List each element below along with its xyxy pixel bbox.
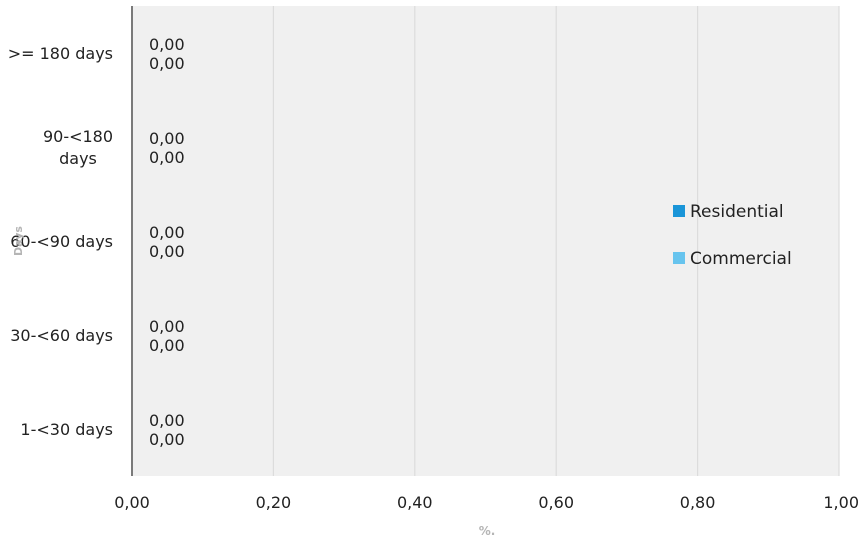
y-axis-title: Days	[12, 226, 25, 256]
x-axis-title: %.	[479, 524, 496, 538]
data-label: 0,00	[149, 148, 185, 167]
data-label: 0,00	[149, 317, 185, 336]
y-category-label: >= 180 days	[8, 44, 113, 63]
y-category-label: 30-<60 days	[10, 326, 113, 345]
y-category-label: 90-<180 days	[43, 127, 113, 168]
x-axis-ticks: 0,00 0,20 0,40 0,60 0,80 1,00	[114, 493, 859, 512]
x-tick-label: 0,20	[256, 493, 292, 512]
x-tick-label: 0,00	[114, 493, 150, 512]
data-labels: 0,000,000,000,000,000,000,000,000,000,00	[149, 35, 185, 449]
y-category-label: 60-<90 days	[10, 232, 113, 251]
plot-area	[132, 6, 839, 476]
x-tick-label: 0,80	[680, 493, 716, 512]
legend-swatch	[673, 252, 685, 264]
y-category-label: 1-<30 days	[20, 420, 113, 439]
x-tick-label: 0,40	[397, 493, 433, 512]
legend-swatch	[673, 205, 685, 217]
data-label: 0,00	[149, 223, 185, 242]
legend: Residential Commercial	[673, 202, 792, 269]
gridlines	[272, 6, 840, 476]
x-tick-label: 0,60	[538, 493, 574, 512]
legend-label: Residential	[690, 202, 784, 222]
data-label: 0,00	[149, 129, 185, 148]
legend-label: Commercial	[690, 249, 792, 269]
data-label: 0,00	[149, 54, 185, 73]
data-label: 0,00	[149, 35, 185, 54]
data-label: 0,00	[149, 336, 185, 355]
x-tick-label: 1,00	[823, 493, 859, 512]
y-axis-categories: >= 180 days 90-<180 days 60-<90 days 30-<60 …	[8, 44, 113, 439]
data-label: 0,00	[149, 411, 185, 430]
data-label: 0,00	[149, 430, 185, 449]
data-label: 0,00	[149, 242, 185, 261]
